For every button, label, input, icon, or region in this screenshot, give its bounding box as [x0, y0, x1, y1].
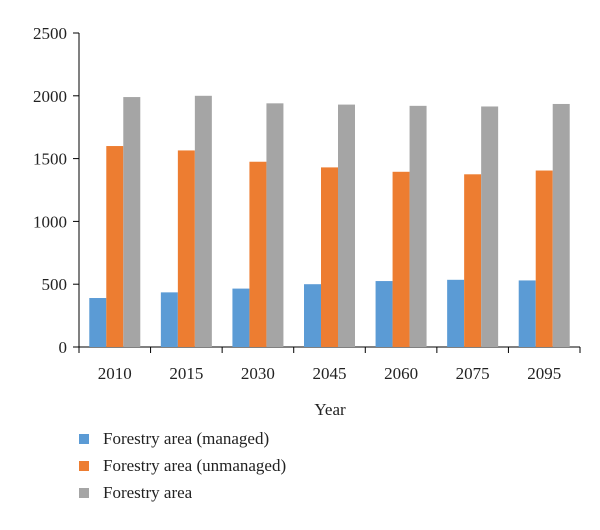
bar-series-3-2095: [552, 103, 570, 348]
legend-label-3: Forestry area: [103, 483, 193, 502]
y-axis: 0 500 1000 1500 2000 2500: [33, 24, 80, 357]
bar-series-3-2060: [409, 105, 427, 348]
x-tick-label: 2010: [98, 364, 132, 383]
bar-series-3-2030: [266, 103, 284, 347]
legend-label-2: Forestry area (unmanaged): [103, 456, 286, 475]
bar-series-2-2015: [177, 150, 195, 347]
bar-series-1-2015: [160, 292, 178, 347]
bar-series-3-2075: [481, 106, 499, 347]
bar-series-1-2095: [518, 280, 536, 347]
bar-series-1-2075: [447, 279, 465, 347]
legend-label-1: Forestry area (managed): [103, 429, 269, 448]
bar-series-2-2010: [106, 146, 124, 347]
y-tick-label: 1500: [33, 150, 67, 169]
y-tick-label: 0: [59, 338, 68, 357]
bars: [89, 95, 570, 348]
x-tick-label: 2095: [527, 364, 561, 383]
bar-series-2-2075: [464, 174, 482, 347]
x-axis: 2010 2015 2030 2045 2060 2075 2095: [78, 346, 581, 383]
bar-series-1-2060: [375, 281, 393, 347]
x-tick-label: 2075: [456, 364, 490, 383]
bar-series-2-2045: [321, 167, 338, 347]
x-tick-label: 2030: [241, 364, 275, 383]
x-axis-title: Year: [314, 400, 346, 419]
y-tick-label: 1000: [33, 212, 67, 231]
bar-series-1-2010: [89, 298, 107, 347]
y-tick-label: 2500: [33, 24, 67, 43]
legend: Forestry area (managed) Forestry area (un…: [79, 429, 286, 502]
y-tick-label: 500: [42, 275, 68, 294]
x-tick-label: 2060: [384, 364, 418, 383]
y-tick-label: 2000: [33, 87, 67, 106]
legend-swatch-1: [79, 434, 89, 444]
x-tick-label: 2015: [169, 364, 203, 383]
bar-series-3-2045: [338, 104, 355, 347]
bar-series-2-2030: [249, 161, 267, 347]
bar-series-2-2095: [535, 170, 553, 347]
bar-series-3-2010: [123, 97, 141, 347]
legend-swatch-2: [79, 461, 89, 471]
legend-swatch-3: [79, 488, 89, 498]
bar-series-1-2045: [304, 284, 321, 347]
bar-series-3-2015: [194, 95, 212, 347]
bar-series-2-2060: [392, 171, 410, 347]
bar-series-1-2030: [232, 288, 250, 347]
x-tick-label: 2045: [313, 364, 347, 383]
